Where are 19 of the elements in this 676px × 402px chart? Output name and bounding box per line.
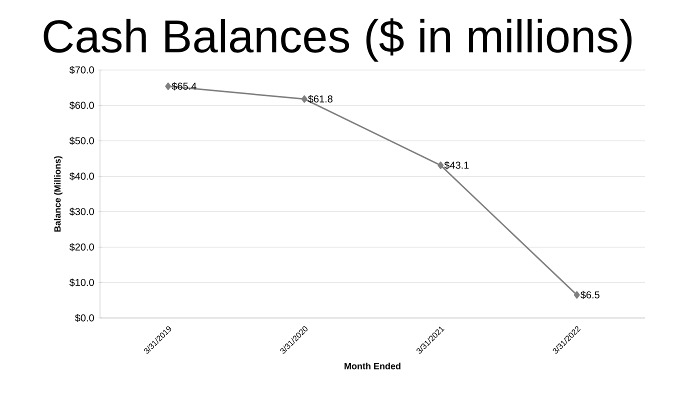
y-tick-label: $10.0	[69, 278, 94, 287]
y-axis-title: Balance (Millions)	[54, 156, 62, 232]
y-tick-label: $60.0	[69, 101, 94, 110]
y-tick-label: $20.0	[69, 243, 94, 252]
data-label: $61.8	[308, 95, 332, 104]
y-tick-label: $0.0	[74, 314, 94, 322]
x-axis-title: Month Ended	[344, 362, 400, 370]
point	[574, 291, 580, 299]
point	[165, 82, 172, 90]
point	[438, 162, 444, 170]
y-tick-label: $50.0	[69, 136, 94, 145]
data-label: $65.4	[172, 82, 196, 90]
y-tick-label: $70.0	[69, 66, 94, 74]
data-label: $43.1	[444, 161, 469, 170]
point	[301, 95, 308, 103]
chart-title: Cash Balances ($ in millions)	[44, 18, 632, 62]
y-tick-label: $30.0	[69, 208, 94, 216]
y-tick-label: $40.0	[69, 172, 94, 180]
data-label: $6.5	[580, 290, 600, 300]
